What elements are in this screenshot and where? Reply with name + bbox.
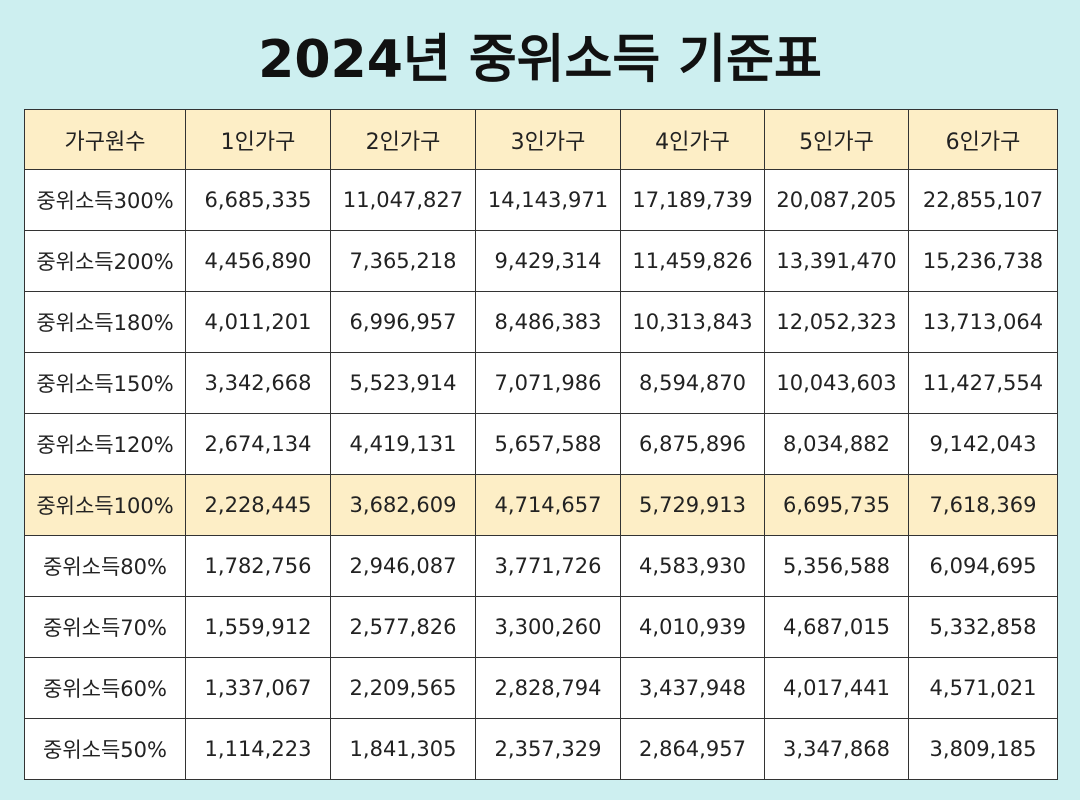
income-value-cell: 5,523,914 <box>330 352 476 414</box>
row-label: 중위소득70% <box>24 596 186 658</box>
income-value-cell: 2,828,794 <box>475 657 621 719</box>
income-value-cell: 4,017,441 <box>764 657 909 719</box>
income-value-cell: 9,429,314 <box>475 230 621 292</box>
header-household-size: 가구원수 <box>24 109 186 170</box>
income-value-cell: 6,875,896 <box>620 413 765 475</box>
table-header: 가구원수 1인가구 2인가구 3인가구 4인가구 5인가구 6인가구 <box>24 109 1058 170</box>
income-value-cell: 8,594,870 <box>620 352 765 414</box>
income-value-cell: 3,342,668 <box>185 352 331 414</box>
income-value-cell: 4,583,930 <box>620 535 765 597</box>
table-row: 중위소득70% 1,559,912 2,577,826 3,300,260 4,010,… <box>24 596 1058 658</box>
income-value-cell: 20,087,205 <box>764 169 909 231</box>
income-value-cell: 2,946,087 <box>330 535 476 597</box>
income-value-cell: 22,855,107 <box>908 169 1058 231</box>
row-label: 중위소득300% <box>24 169 186 231</box>
income-value-cell: 4,456,890 <box>185 230 331 292</box>
income-value-cell: 2,357,329 <box>475 718 621 780</box>
income-value-cell: 5,356,588 <box>764 535 909 597</box>
income-value-cell: 8,034,882 <box>764 413 909 475</box>
header-household-1: 1인가구 <box>185 109 331 170</box>
row-label: 중위소득200% <box>24 230 186 292</box>
income-value-cell: 7,365,218 <box>330 230 476 292</box>
income-value-cell: 5,657,588 <box>475 413 621 475</box>
row-label: 중위소득150% <box>24 352 186 414</box>
income-value-cell: 2,228,445 <box>185 474 331 536</box>
income-value-cell: 14,143,971 <box>475 169 621 231</box>
income-value-cell: 12,052,323 <box>764 291 909 353</box>
income-value-cell: 11,047,827 <box>330 169 476 231</box>
header-household-6: 6인가구 <box>908 109 1058 170</box>
income-value-cell: 1,841,305 <box>330 718 476 780</box>
income-value-cell: 13,713,064 <box>908 291 1058 353</box>
income-value-cell: 10,313,843 <box>620 291 765 353</box>
income-value-cell: 15,236,738 <box>908 230 1058 292</box>
header-row: 가구원수 1인가구 2인가구 3인가구 4인가구 5인가구 6인가구 <box>24 109 1058 170</box>
income-value-cell: 1,114,223 <box>185 718 331 780</box>
row-label: 중위소득60% <box>24 657 186 719</box>
row-label: 중위소득120% <box>24 413 186 475</box>
table-row: 중위소득100% 2,228,445 3,682,609 4,714,657 5,729… <box>24 474 1058 536</box>
table-row: 중위소득50% 1,114,223 1,841,305 2,357,329 2,864,… <box>24 718 1058 780</box>
income-value-cell: 17,189,739 <box>620 169 765 231</box>
income-value-cell: 6,685,335 <box>185 169 331 231</box>
income-value-cell: 7,071,986 <box>475 352 621 414</box>
table-row: 중위소득200% 4,456,890 7,365,218 9,429,314 11,45… <box>24 230 1058 292</box>
income-value-cell: 9,142,043 <box>908 413 1058 475</box>
table-row: 중위소득60% 1,337,067 2,209,565 2,828,794 3,437,… <box>24 657 1058 719</box>
income-value-cell: 11,427,554 <box>908 352 1058 414</box>
income-value-cell: 2,864,957 <box>620 718 765 780</box>
income-value-cell: 4,010,939 <box>620 596 765 658</box>
income-value-cell: 2,577,826 <box>330 596 476 658</box>
header-household-3: 3인가구 <box>475 109 621 170</box>
row-label: 중위소득180% <box>24 291 186 353</box>
income-value-cell: 4,714,657 <box>475 474 621 536</box>
income-value-cell: 3,437,948 <box>620 657 765 719</box>
header-household-5: 5인가구 <box>764 109 909 170</box>
income-value-cell: 3,300,260 <box>475 596 621 658</box>
income-value-cell: 13,391,470 <box>764 230 909 292</box>
table-row: 중위소득150% 3,342,668 5,523,914 7,071,986 8,594… <box>24 352 1058 414</box>
median-income-table: 가구원수 1인가구 2인가구 3인가구 4인가구 5인가구 6인가구 중위소득300% 6,6… <box>24 109 1058 780</box>
row-label: 중위소득80% <box>24 535 186 597</box>
table-row: 중위소득300% 6,685,335 11,047,827 14,143,971 17,… <box>24 169 1058 231</box>
income-value-cell: 4,011,201 <box>185 291 331 353</box>
income-value-cell: 6,094,695 <box>908 535 1058 597</box>
table-row: 중위소득80% 1,782,756 2,946,087 3,771,726 4,583,… <box>24 535 1058 597</box>
income-value-cell: 7,618,369 <box>908 474 1058 536</box>
row-label: 중위소득100% <box>24 474 186 536</box>
income-value-cell: 10,043,603 <box>764 352 909 414</box>
income-value-cell: 3,347,868 <box>764 718 909 780</box>
header-household-2: 2인가구 <box>330 109 476 170</box>
income-value-cell: 1,782,756 <box>185 535 331 597</box>
income-value-cell: 4,419,131 <box>330 413 476 475</box>
income-value-cell: 6,695,735 <box>764 474 909 536</box>
income-value-cell: 1,559,912 <box>185 596 331 658</box>
income-value-cell: 6,996,957 <box>330 291 476 353</box>
income-value-cell: 2,209,565 <box>330 657 476 719</box>
table-row: 중위소득120% 2,674,134 4,419,131 5,657,588 6,875… <box>24 413 1058 475</box>
income-value-cell: 3,771,726 <box>475 535 621 597</box>
income-value-cell: 4,687,015 <box>764 596 909 658</box>
income-value-cell: 11,459,826 <box>620 230 765 292</box>
income-value-cell: 3,809,185 <box>908 718 1058 780</box>
income-value-cell: 1,337,067 <box>185 657 331 719</box>
table-body: 중위소득300% 6,685,335 11,047,827 14,143,971 17,… <box>24 169 1058 780</box>
income-value-cell: 5,729,913 <box>620 474 765 536</box>
row-label: 중위소득50% <box>24 718 186 780</box>
page-title: 2024년 중위소득 기준표 <box>258 30 822 90</box>
table-row: 중위소득180% 4,011,201 6,996,957 8,486,383 10,31… <box>24 291 1058 353</box>
income-value-cell: 8,486,383 <box>475 291 621 353</box>
header-household-4: 4인가구 <box>620 109 765 170</box>
income-value-cell: 2,674,134 <box>185 413 331 475</box>
income-value-cell: 4,571,021 <box>908 657 1058 719</box>
income-value-cell: 5,332,858 <box>908 596 1058 658</box>
income-value-cell: 3,682,609 <box>330 474 476 536</box>
